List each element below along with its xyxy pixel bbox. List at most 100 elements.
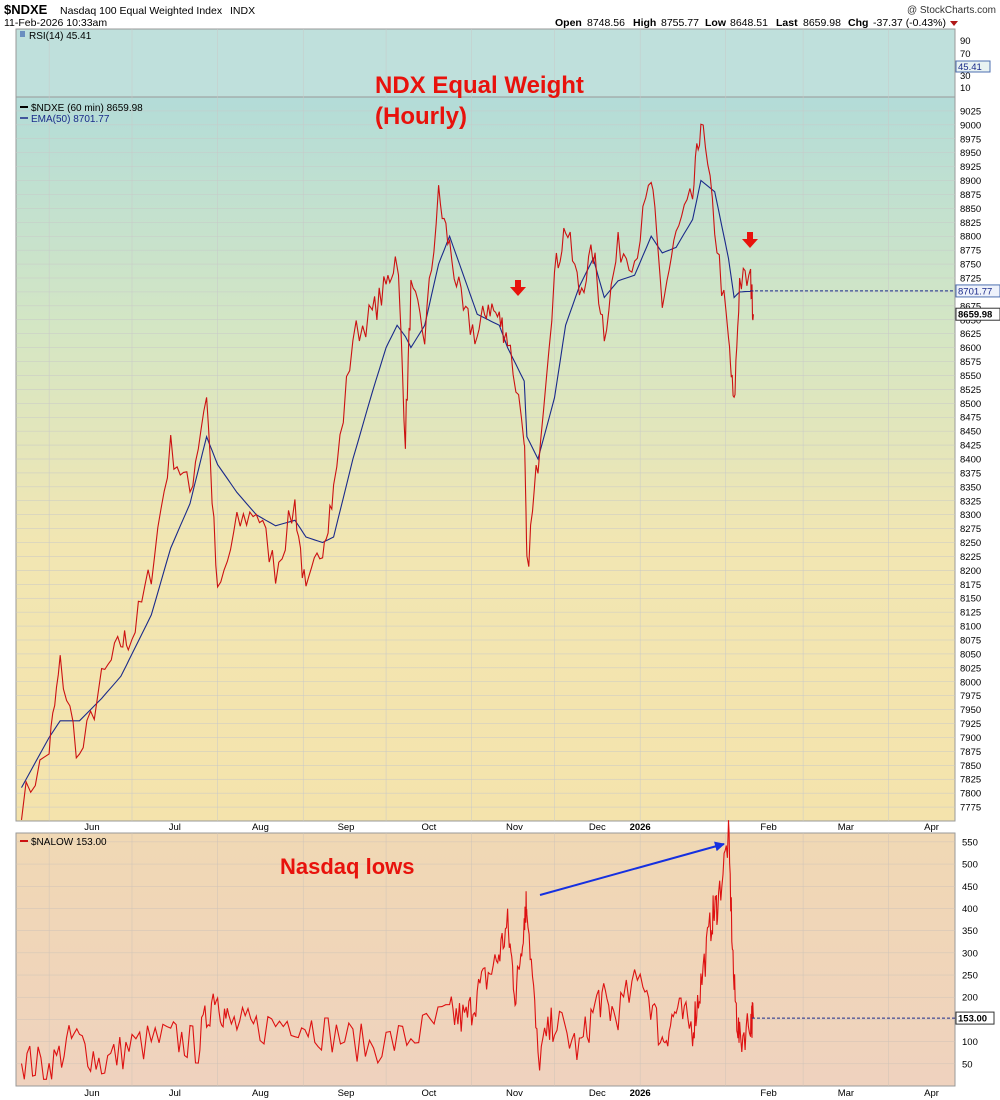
price-tick-label: 7850 <box>960 761 981 772</box>
price-tick-label: 8275 <box>960 524 981 535</box>
price-tick-label: 8500 <box>960 399 981 410</box>
price-tick-label: 8250 <box>960 538 981 549</box>
price-tick-label: 8150 <box>960 594 981 605</box>
last-label: Last <box>776 17 798 29</box>
ema-legend-label: EMA(50) 8701.77 <box>31 114 110 125</box>
lows-annotation: Nasdaq lows <box>280 854 414 879</box>
price-tick-label: 8025 <box>960 663 981 674</box>
x-axis-label: Apr <box>924 822 939 833</box>
datetime-label: 11-Feb-2026 10:33am <box>4 17 107 29</box>
price-legend: $NDXE (60 min) 8659.98 EMA(50) 8701.77 <box>20 103 143 125</box>
price-tick-label: 8925 <box>960 162 981 173</box>
x-axis-label: Dec <box>589 822 606 833</box>
price-tick-label: 7900 <box>960 733 981 744</box>
lows-tick-label: 100 <box>962 1037 978 1048</box>
x-axis-label: Mar <box>838 822 854 833</box>
price-tick-label: 8425 <box>960 441 981 452</box>
x-axis-label: Mar <box>838 1088 854 1099</box>
x-axis-label: Oct <box>421 822 436 833</box>
chg-label: Chg <box>848 17 868 29</box>
price-tick-label: 8400 <box>960 455 981 466</box>
x-axis-label: Apr <box>924 1088 939 1099</box>
lows-tick-label: 550 <box>962 837 978 848</box>
price-legend-label: $NDXE (60 min) 8659.98 <box>31 103 143 114</box>
rsi-legend-label: RSI(14) 45.41 <box>29 31 92 42</box>
high-value: 8755.77 <box>661 17 699 29</box>
price-tick-label: 8475 <box>960 413 981 424</box>
price-tick-label: 8875 <box>960 190 981 201</box>
rsi-tick-90: 90 <box>960 36 971 47</box>
price-tick-label: 8550 <box>960 371 981 382</box>
rsi-legend: RSI(14) 45.41 <box>20 31 92 42</box>
price-tick-label: 8625 <box>960 329 981 340</box>
x-axis-label: Feb <box>760 822 776 833</box>
price-tick-label: 7825 <box>960 775 981 786</box>
price-tick-label: 8450 <box>960 427 981 438</box>
chg-value: -37.37 (-0.43%) <box>873 17 946 29</box>
price-tick-label: 8125 <box>960 608 981 619</box>
price-tick-label: 9025 <box>960 106 981 117</box>
down-arrow-icon <box>510 280 526 296</box>
grid-lines <box>16 29 955 1086</box>
lows-legend-label: $NALOW 153.00 <box>31 837 107 848</box>
price-tick-label: 8350 <box>960 482 981 493</box>
price-tick-label: 7975 <box>960 691 981 702</box>
price-tick-label: 8775 <box>960 246 981 257</box>
chart-header: $NDXE Nasdaq 100 Equal Weighted Index IN… <box>4 2 996 29</box>
price-tick-label: 8650 <box>960 315 981 326</box>
down-arrow-icon <box>742 232 758 248</box>
x-axis-label: Aug <box>252 822 269 833</box>
lows-tick-label: 350 <box>962 926 978 937</box>
chart-title-line1: NDX Equal Weight <box>375 72 584 99</box>
price-tick-label: 7875 <box>960 747 981 758</box>
price-tick-label: 8800 <box>960 232 981 243</box>
lows-series-line <box>20 820 754 1080</box>
x-axis-label: Sep <box>338 822 355 833</box>
price-tick-label: 8725 <box>960 274 981 285</box>
price-tick-label: 8325 <box>960 496 981 507</box>
price-tick-label: 7950 <box>960 705 981 716</box>
lows-tick-label: 500 <box>962 860 978 871</box>
price-tick-label: 8000 <box>960 677 981 688</box>
lows-tick-label: 200 <box>962 993 978 1004</box>
price-tick-label: 8050 <box>960 649 981 660</box>
lows-panel <box>15 832 956 1087</box>
x-axis-label: Jun <box>84 1088 99 1099</box>
price-tick-label: 9000 <box>960 120 981 131</box>
price-tick-label: 7925 <box>960 719 981 730</box>
index-name-label: Nasdaq 100 Equal Weighted Index <box>60 5 223 17</box>
lows-tick-label: 250 <box>962 971 978 982</box>
exchange-label: INDX <box>230 5 255 17</box>
x-axis-label: Jul <box>169 822 181 833</box>
rsi-value-tag <box>955 60 991 73</box>
price-tick-label: 8100 <box>960 622 981 633</box>
x-axis-label: Nov <box>506 1088 523 1099</box>
lows-legend: $NALOW 153.00 <box>20 837 107 848</box>
price-tick-label: 8900 <box>960 176 981 187</box>
chart-title-line2: (Hourly) <box>375 103 467 130</box>
low-value: 8648.51 <box>730 17 768 29</box>
high-label: High <box>633 17 656 29</box>
last-value: 8659.98 <box>803 17 841 29</box>
symbol-label: $NDXE <box>4 2 48 17</box>
rsi-value-tag-label: 45.41 <box>958 62 982 73</box>
price-tick-label: 8525 <box>960 385 981 396</box>
open-value: 8748.56 <box>587 17 625 29</box>
ema-value-tag-label: 8701.77 <box>958 286 992 297</box>
lows-tick-label: 300 <box>962 948 978 959</box>
price-tick-label: 8850 <box>960 204 981 215</box>
rsi-panel <box>15 28 956 98</box>
x-axis-label: Sep <box>338 1088 355 1099</box>
price-tick-label: 8825 <box>960 218 981 229</box>
price-tick-label: 8950 <box>960 148 981 159</box>
lows-tick-label: 50 <box>962 1059 973 1070</box>
price-tick-label: 8075 <box>960 636 981 647</box>
x-axis-label: 2026 <box>630 822 651 833</box>
x-axis-label: Jul <box>169 1088 181 1099</box>
lows-last-tag-label: 153.00 <box>958 1014 987 1025</box>
last-price-tag <box>955 307 1000 321</box>
ema-value-tag <box>955 284 1000 298</box>
price-tick-label: 8375 <box>960 468 981 479</box>
price-tick-label: 8575 <box>960 357 981 368</box>
